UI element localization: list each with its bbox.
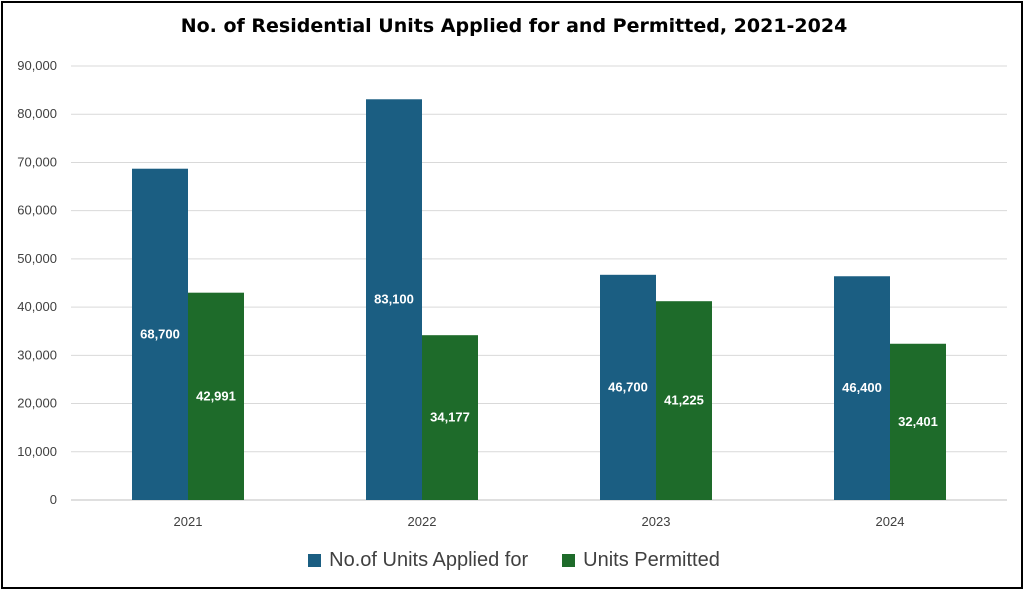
x-tick-label: 2022: [408, 514, 437, 529]
x-tick-label: 2023: [642, 514, 671, 529]
chart-title: No. of Residential Units Applied for and…: [180, 15, 848, 37]
bar: [600, 274, 656, 500]
data-label: 68,700: [140, 326, 180, 341]
y-tick-label: 10,000: [17, 444, 57, 459]
bar: [132, 168, 188, 501]
data-label: 41,225: [664, 393, 704, 408]
data-label: 83,100: [374, 292, 414, 307]
bar: [366, 99, 422, 501]
data-label: 42,991: [196, 388, 236, 403]
legend-label-applied: No.of Units Applied for: [329, 549, 529, 571]
chart-legend: No.of Units Applied for Units Permitted: [3, 549, 1024, 572]
y-tick-label: 90,000: [17, 58, 57, 73]
bar: [188, 292, 244, 500]
y-tick-label: 40,000: [17, 299, 57, 314]
bar: [834, 276, 890, 500]
bar: [656, 301, 712, 500]
bar: [890, 343, 946, 500]
y-tick-label: 30,000: [17, 347, 57, 362]
legend-swatch-permitted: [562, 554, 576, 567]
legend-label-permitted: Units Permitted: [583, 549, 720, 571]
chart-plot: 0 10,000 20,000 30,000 40,000 50,000 60,000 70,…: [17, 58, 1007, 529]
bar: [422, 335, 478, 500]
data-label: 32,401: [898, 414, 938, 429]
y-tick-label: 20,000: [17, 396, 57, 411]
legend-item-applied: No.of Units Applied for: [308, 549, 528, 572]
y-tick-label: 50,000: [17, 251, 57, 266]
data-label: 46,700: [608, 379, 648, 394]
y-tick-label: 70,000: [17, 154, 57, 169]
legend-item-permitted: Units Permitted: [562, 549, 720, 572]
x-tick-label: 2024: [876, 514, 905, 529]
y-tick-label: 80,000: [17, 106, 57, 121]
data-label: 46,400: [842, 380, 882, 395]
legend-swatch-applied: [308, 554, 322, 567]
data-label: 34,177: [430, 410, 470, 425]
y-tick-label: 60,000: [17, 203, 57, 218]
y-tick-label: 0: [50, 492, 57, 507]
x-tick-label: 2021: [174, 514, 203, 529]
